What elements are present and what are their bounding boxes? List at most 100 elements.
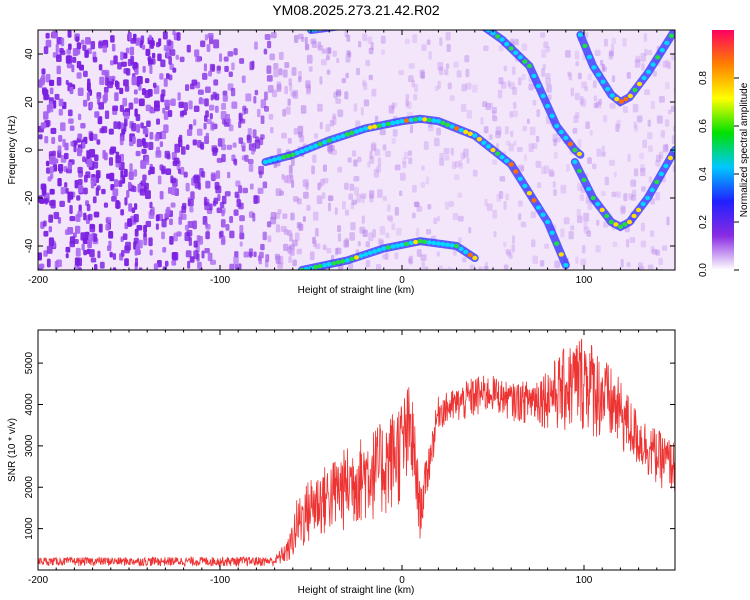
spectrogram-cell [180,146,186,155]
spectrogram-cell [92,56,98,63]
trace-point [353,129,360,134]
spectrogram-cell [133,213,139,223]
spectrogram-cell [77,113,82,121]
spectrogram-cell [133,241,137,250]
colorbar-tick-label: 0.0 [698,263,709,277]
spectrogram-cell [157,53,162,62]
spectrogram-cell [192,139,197,146]
spectrogram-cell [322,244,327,251]
spectrogram-cell [183,171,188,178]
spectrogram-cell [297,33,304,40]
spectrogram-cell [216,157,223,163]
spectrogram-cell [241,75,246,84]
spectrogram-cell [626,261,631,268]
spectrogram-cell [573,115,579,124]
spectrogram-cell [120,170,124,178]
spectrogram-cell [133,89,138,95]
spectrogram-cell [191,79,198,86]
spectrogram-cell [503,264,509,270]
spectrogram-cell [266,75,273,82]
spectrogram-cell [97,116,103,125]
trace-point [426,117,432,123]
spectrogram-cell [258,256,262,265]
spectrogram-cell [506,250,511,257]
spectrogram-cell [203,115,208,122]
spectrogram-cell [563,217,570,225]
spectrogram-cell [290,174,294,183]
trace-point [577,32,583,37]
spectrogram-cell [331,116,337,125]
spectrogram-cell [353,159,358,167]
chart-title: YM08.2025.273.21.42.R02 [272,2,440,18]
spectrogram-cell [388,217,394,223]
spectrogram-cell [53,100,57,109]
spectrogram-cell [434,137,440,147]
spectrogram-cell [650,100,656,110]
spectrogram-cell [147,169,151,176]
spectrogram-cell [137,239,143,249]
trace-point [422,239,428,244]
spectrogram-cell [535,135,540,143]
spectrogram-cell [327,195,333,202]
spectrogram-cell [665,82,670,90]
trace-point [390,120,396,126]
spectrogram-cell [540,32,546,38]
trace-point [322,263,328,268]
trace-point [308,145,314,150]
spectrogram-cell [531,143,538,149]
spectrogram-cell [69,125,75,131]
spectrogram-cell [65,246,71,253]
spectrogram-cell [186,128,193,136]
spectrogram-cell [255,136,260,143]
trace-point [349,22,354,26]
spectrogram-cell [530,211,537,219]
spectrogram-cell [283,175,289,183]
spectrogram-cell [77,166,83,174]
spectrogram-cell [491,106,497,114]
spectrogram-cell [178,216,182,225]
trace-point [285,153,291,159]
spectrogram-cell [398,69,404,76]
spectrogram-cell [303,191,309,199]
spectrogram-cell [287,98,291,106]
spectrogram-cell [55,54,62,63]
spectrogram-cell [445,32,451,41]
spectrogram-cell [362,33,368,41]
spectrogram-cell [643,33,648,42]
spectrogram-cell [141,44,146,50]
trace-point [558,252,564,257]
spectrogram-cell [458,163,464,169]
spectrogram-cell [38,134,43,140]
spectrogram-cell [452,213,459,221]
spectrogram-cell [204,98,209,107]
spectrogram-cell [120,61,127,67]
spectrogram-cell [165,168,172,175]
trace-point [531,198,537,203]
spectrogram-cell [86,150,91,159]
spectrogram-cell [90,257,97,263]
trace-point [449,124,455,129]
trace-point [581,177,587,183]
spectrogram-cell [133,97,139,104]
trace-point [336,24,341,28]
spectrogram-cell [492,159,498,165]
spectrogram-cell [46,258,51,268]
spectrogram-cell [273,62,279,70]
spectrogram-cell [163,78,168,87]
spectrogram-cell [38,195,43,203]
spectrogram-cell [193,174,200,184]
spectrogram-cell [239,215,245,222]
spectrogram-cell [142,65,146,73]
trace-point [508,162,514,167]
spectrogram-cell [108,157,114,166]
spectrogram-cell [439,152,445,159]
spectrogram-cell [319,76,323,85]
trace-point [454,126,460,131]
spectrogram-cell [131,122,137,132]
spectrogram-cell [655,249,661,256]
trace-point [327,25,332,29]
spectrogram-cell [212,147,218,156]
spectrogram-cell [48,214,54,223]
spectrogram-cell [98,41,103,49]
spectrogram-cell [49,188,55,195]
